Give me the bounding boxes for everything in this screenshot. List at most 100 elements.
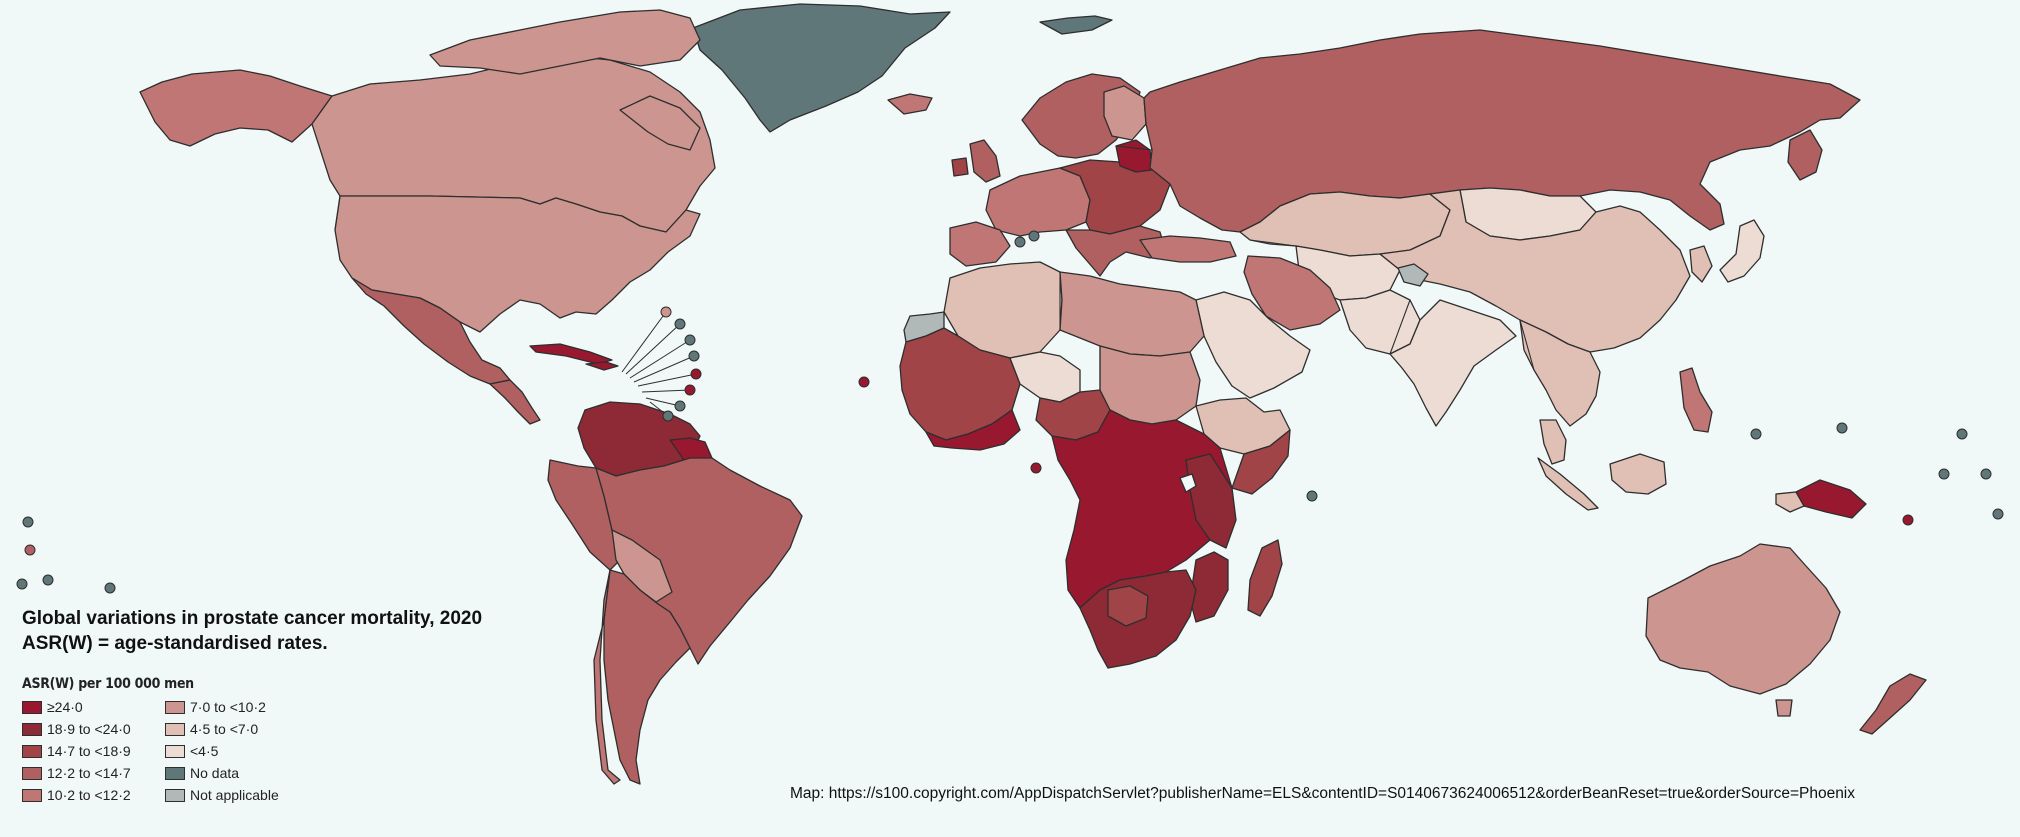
- legend-item: ≥24·0: [22, 698, 165, 716]
- legend-item: 4·5 to <7·0: [165, 720, 305, 738]
- island-dot: [16, 578, 28, 590]
- region-central-america: [489, 379, 541, 425]
- legend-heading: ASR(W) per 100 000 men: [22, 676, 194, 692]
- legend-item: 18·9 to <24·0: [22, 720, 165, 738]
- island-dot: [104, 582, 116, 594]
- island-dot: [858, 376, 870, 388]
- map-title-line2: ASR(W) = age-standardised rates.: [22, 633, 328, 654]
- region-libya-egypt: [1059, 271, 1205, 357]
- leader-line: [629, 339, 691, 379]
- legend-item: <4·5: [165, 742, 305, 760]
- island-dot: [22, 516, 34, 528]
- island-dot: [1980, 468, 1992, 480]
- legend-swatch: [165, 700, 185, 714]
- region-tasmania: [1775, 699, 1793, 717]
- island-dot: [24, 544, 36, 556]
- region-new-guinea: [1795, 479, 1867, 519]
- legend-item: Not applicable: [165, 786, 305, 804]
- leader-line: [633, 355, 695, 383]
- region-peru-ecuador: [547, 459, 621, 571]
- region-italy-balkans: [1065, 225, 1167, 277]
- legend-label: No data: [190, 765, 240, 781]
- region-chile: [593, 569, 621, 785]
- region-uk: [969, 139, 1001, 183]
- island-dot: [1836, 422, 1848, 434]
- region-sudan: [1099, 345, 1201, 425]
- legend-item: No data: [165, 764, 305, 782]
- region-argentina: [603, 569, 691, 785]
- legend-swatch: [22, 766, 42, 780]
- region-iceland: [887, 93, 933, 115]
- legend-item: 14·7 to <18·9: [22, 742, 165, 760]
- legend-swatch: [165, 788, 185, 802]
- region-iran: [1243, 255, 1341, 331]
- legend-swatch: [22, 744, 42, 758]
- island-dot: [684, 384, 696, 396]
- region-greenland: [692, 3, 951, 133]
- legend-item: 10·2 to <12·2: [22, 786, 165, 804]
- legend-swatch: [22, 722, 42, 736]
- legend-grid: ≥24·0 7·0 to <10·2 18·9 to <24·0 4·5 to <7·…: [22, 698, 305, 804]
- island-dot: [1902, 514, 1914, 526]
- region-borneo: [1609, 453, 1667, 495]
- region-baltics: [1115, 139, 1153, 173]
- island-dot: [690, 368, 702, 380]
- map-title-line1: Global variations in prostate cancer mor…: [22, 608, 483, 629]
- island-dot: [1938, 468, 1950, 480]
- region-ireland: [951, 157, 969, 177]
- region-japan: [1719, 219, 1765, 283]
- island-dot: [684, 334, 696, 346]
- region-russia: [1143, 29, 1861, 233]
- region-mexico: [351, 277, 511, 385]
- legend-label: Not applicable: [190, 787, 279, 803]
- region-somalia-kenya: [1231, 429, 1291, 495]
- legend-item: 7·0 to <10·2: [165, 698, 305, 716]
- region-india: [1389, 299, 1517, 427]
- region-turkey: [1139, 235, 1237, 263]
- island-dot: [660, 306, 672, 318]
- island-dot: [1750, 428, 1762, 440]
- region-western-europe: [985, 167, 1091, 237]
- leader-line: [645, 397, 681, 407]
- island-dot: [1992, 508, 2004, 520]
- legend-swatch: [165, 766, 185, 780]
- island-dot: [1014, 236, 1026, 248]
- island-dot: [674, 400, 686, 412]
- legend-label: 7·0 to <10·2: [190, 699, 266, 715]
- region-arctic-islands: [429, 9, 701, 75]
- region-sumatra: [1537, 457, 1599, 511]
- island-dot: [42, 574, 54, 586]
- map-source: Map: https://s100.copyright.com/AppDispa…: [790, 785, 1856, 802]
- region-arabia: [1195, 291, 1311, 399]
- legend-label: 14·7 to <18·9: [47, 743, 131, 759]
- island-dot: [1956, 428, 1968, 440]
- border-lines: [334, 145, 1535, 390]
- region-coastal-west-africa: [925, 409, 1021, 451]
- legend-swatch: [22, 788, 42, 802]
- legend-swatch: [22, 700, 42, 714]
- island-dot: [662, 410, 674, 422]
- region-australia: [1645, 543, 1841, 695]
- region-kashmir: [1397, 263, 1429, 287]
- legend-item: 12·2 to <14·7: [22, 764, 165, 782]
- legend-label: <4·5: [190, 743, 219, 759]
- legend-swatch: [165, 722, 185, 736]
- region-malay-peninsula: [1539, 419, 1567, 465]
- region-finland: [1103, 85, 1147, 141]
- island-dot: [674, 318, 686, 330]
- region-alaska: [139, 69, 333, 147]
- region-philippines: [1679, 367, 1713, 433]
- leader-line: [637, 373, 697, 387]
- region-svalbard: [1039, 15, 1113, 35]
- region-iberia: [949, 221, 1011, 267]
- island-dot: [688, 350, 700, 362]
- region-botswana: [1107, 585, 1149, 627]
- legend-swatch: [165, 744, 185, 758]
- leader-line: [621, 311, 667, 373]
- island-dot: [1028, 230, 1040, 242]
- region-sahel: [1009, 351, 1081, 403]
- island-dot: [1306, 490, 1318, 502]
- region-lake: [1179, 473, 1197, 493]
- region-cuba: [529, 343, 613, 365]
